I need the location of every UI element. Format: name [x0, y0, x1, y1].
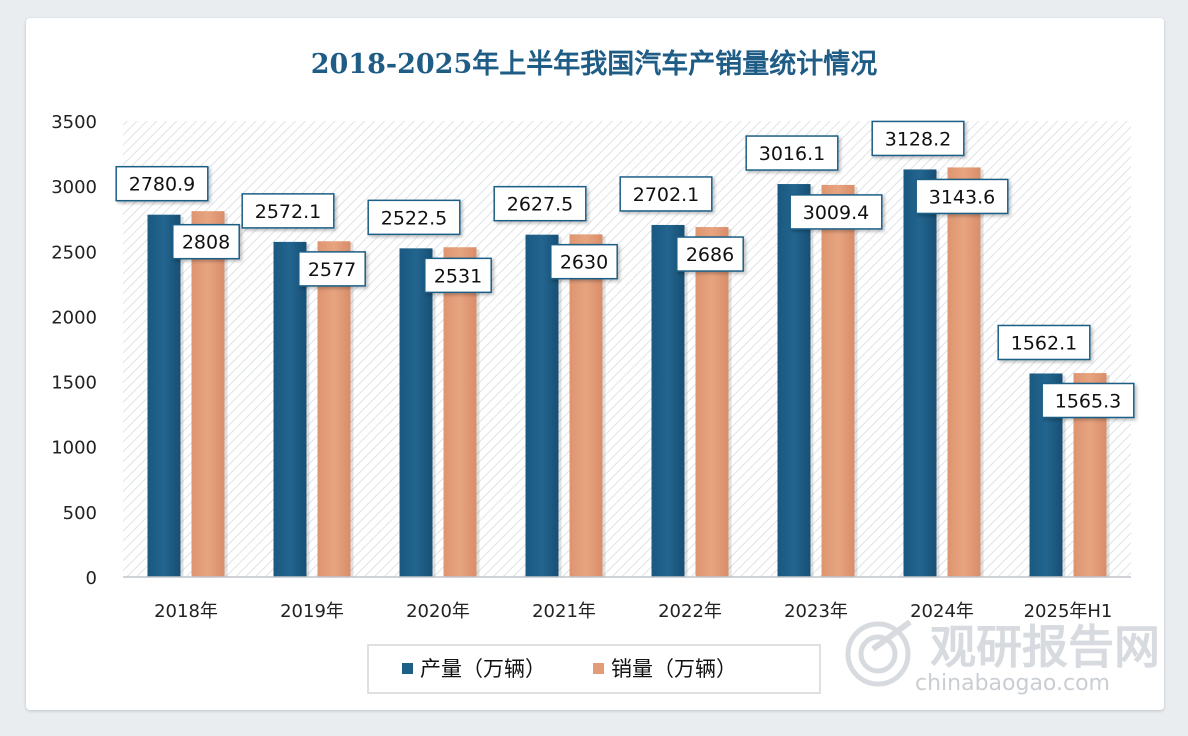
- y-tick-label: 2500: [51, 242, 97, 263]
- bar-production: [777, 184, 811, 577]
- y-tick-label: 2000: [51, 307, 97, 328]
- bar-production: [273, 241, 307, 577]
- y-tick-label: 3000: [51, 177, 97, 198]
- data-label-production: 2627.5: [507, 194, 573, 216]
- bar-sales: [821, 184, 855, 578]
- y-axis: 0 500 1000 1500 2000 2500 3000 3500: [51, 112, 97, 589]
- data-label-sales: 2531: [434, 265, 482, 287]
- watermark-logo-icon: [845, 619, 912, 687]
- data-label-production: 1562.1: [1011, 332, 1077, 354]
- data-label-sales-box: [550, 243, 618, 280]
- legend-swatch-sales: [593, 663, 604, 674]
- y-tick-label: 1500: [51, 373, 97, 394]
- data-label-sales-box: [789, 194, 883, 230]
- x-tick-label: 2022年: [658, 601, 722, 622]
- legend-label-production: 产量（万辆）: [420, 657, 546, 681]
- bars-group: [147, 167, 1110, 578]
- x-tick-label: 2023年: [784, 601, 848, 622]
- chart-title: 2018-2025年上半年我国汽车产销量统计情况: [311, 48, 878, 80]
- y-tick-label: 500: [63, 503, 97, 524]
- bar-sales: [443, 247, 477, 577]
- data-label-sales: 2808: [182, 232, 230, 254]
- data-label-production: 3016.1: [759, 143, 825, 165]
- legend: 产量（万辆） 销量（万辆）: [367, 644, 821, 694]
- bar-sales: [695, 227, 729, 578]
- data-label-production: 2522.5: [381, 207, 447, 229]
- x-tick-label: 2021年: [532, 601, 596, 622]
- data-label-production: 2780.9: [129, 174, 195, 196]
- data-label-production-box: [115, 165, 209, 202]
- data-label-production-box: [367, 199, 461, 236]
- data-label-sales-box: [915, 178, 1009, 215]
- bar-production: [399, 248, 433, 577]
- data-label-sales-box: [298, 251, 366, 287]
- legend-swatch-production: [402, 663, 413, 674]
- data-label-production-box: [619, 176, 713, 212]
- x-tick-label: 2019年: [280, 601, 344, 622]
- data-labels-group: 2780.9 2808 2572.1 2577 2522.5 2531 2627.5 2630…: [115, 120, 1135, 419]
- bar-sales: [191, 211, 225, 577]
- data-label-production: 2572.1: [255, 201, 321, 223]
- x-tick-label: 2024年: [910, 601, 974, 622]
- data-label-production: 3128.2: [885, 128, 951, 150]
- bar-production: [147, 214, 181, 577]
- data-label-sales: 2686: [686, 244, 734, 266]
- bar-production: [525, 234, 559, 577]
- bar-sales: [947, 167, 981, 577]
- watermark-name: 观研报告网: [930, 620, 1160, 674]
- bar-sales: [569, 234, 603, 577]
- data-label-production-box: [241, 193, 335, 229]
- x-axis: 2018年 2019年 2020年 2021年 2022年 2023年 2024年 2025年…: [154, 601, 1112, 622]
- data-label-production-box: [997, 324, 1091, 361]
- data-label-sales: 2630: [560, 252, 608, 274]
- data-label-production-box: [745, 135, 839, 171]
- data-label-production-box: [493, 185, 587, 222]
- data-label-sales: 1565.3: [1055, 390, 1121, 412]
- data-label-sales: 3009.4: [803, 202, 869, 224]
- y-tick-label: 1000: [51, 438, 97, 459]
- x-tick-label: 2018年: [154, 601, 218, 622]
- data-label-production-box: [871, 120, 965, 157]
- data-label-production: 2702.1: [633, 184, 699, 206]
- data-label-sales-box: [172, 223, 240, 260]
- data-label-sales-box: [676, 236, 744, 272]
- data-label-sales: 2577: [308, 259, 356, 281]
- data-label-sales: 3143.6: [929, 186, 995, 208]
- data-label-sales-box: [1041, 382, 1135, 419]
- x-tick-label: 2020年: [406, 601, 470, 622]
- bar-production: [903, 169, 937, 577]
- bar-production: [651, 224, 685, 578]
- watermark-url: chinabaogao.com: [915, 671, 1110, 696]
- x-tick-label: 2025年H1: [1024, 601, 1113, 622]
- watermark: 观研报告网 chinabaogao.com: [845, 619, 1160, 696]
- bar-sales: [317, 241, 351, 577]
- y-tick-label: 3500: [51, 112, 97, 133]
- legend-label-sales: 销量（万辆）: [611, 657, 737, 681]
- data-label-sales-box: [424, 257, 492, 294]
- y-tick-label: 0: [86, 568, 97, 589]
- legend-box: [367, 644, 821, 694]
